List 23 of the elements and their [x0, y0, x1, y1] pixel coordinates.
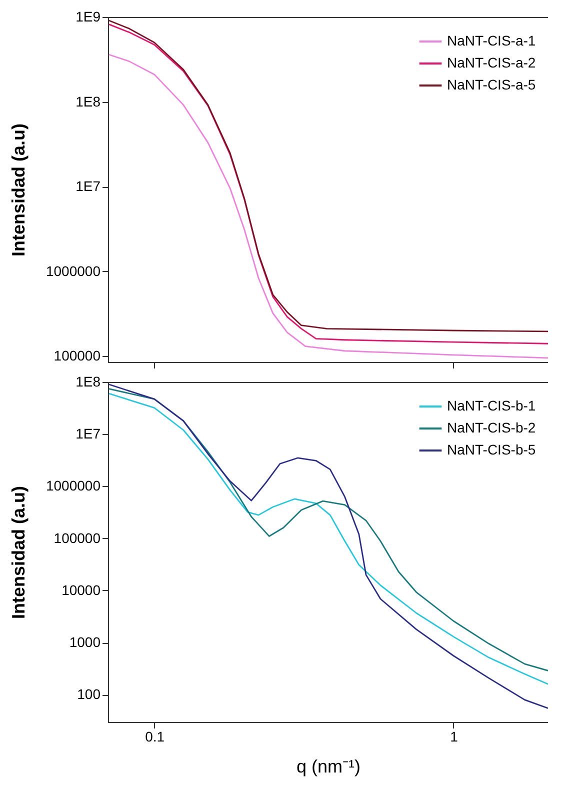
y-tick-label: 100000 [54, 348, 101, 364]
y-tick-label: 1E8 [76, 374, 101, 390]
legend-label: NaNT-CIS-a-5 [447, 76, 536, 92]
legend-label: NaNT-CIS-a-1 [447, 32, 536, 48]
y-tick-label: 100 [77, 686, 101, 702]
y-tick-label: 1000000 [46, 478, 101, 494]
x-tick-label: 0.1 [145, 728, 165, 744]
y-tick-label: 100000 [54, 530, 101, 546]
y-tick-label: 10000 [62, 582, 101, 598]
y-tick-label: 1E8 [76, 93, 101, 110]
y-axis-title: Intensidad (a.u) [8, 486, 28, 620]
legend-label: NaNT-CIS-b-1 [447, 398, 536, 414]
y-tick-label: 1E7 [76, 178, 101, 194]
legend-label: NaNT-CIS-b-2 [447, 420, 536, 436]
x-tick-label: 1 [450, 728, 458, 744]
y-tick-label: 1E7 [76, 426, 101, 442]
y-axis-title: Intensidad (a.u) [8, 123, 28, 257]
y-tick-label: 1000000 [46, 262, 101, 279]
y-tick-label: 1000 [69, 634, 101, 650]
y-tick-label: 1E9 [76, 8, 101, 24]
x-axis-title: q (nm⁻¹) [296, 756, 360, 776]
legend-label: NaNT-CIS-a-2 [447, 54, 536, 70]
legend-label: NaNT-CIS-b-5 [447, 442, 536, 458]
